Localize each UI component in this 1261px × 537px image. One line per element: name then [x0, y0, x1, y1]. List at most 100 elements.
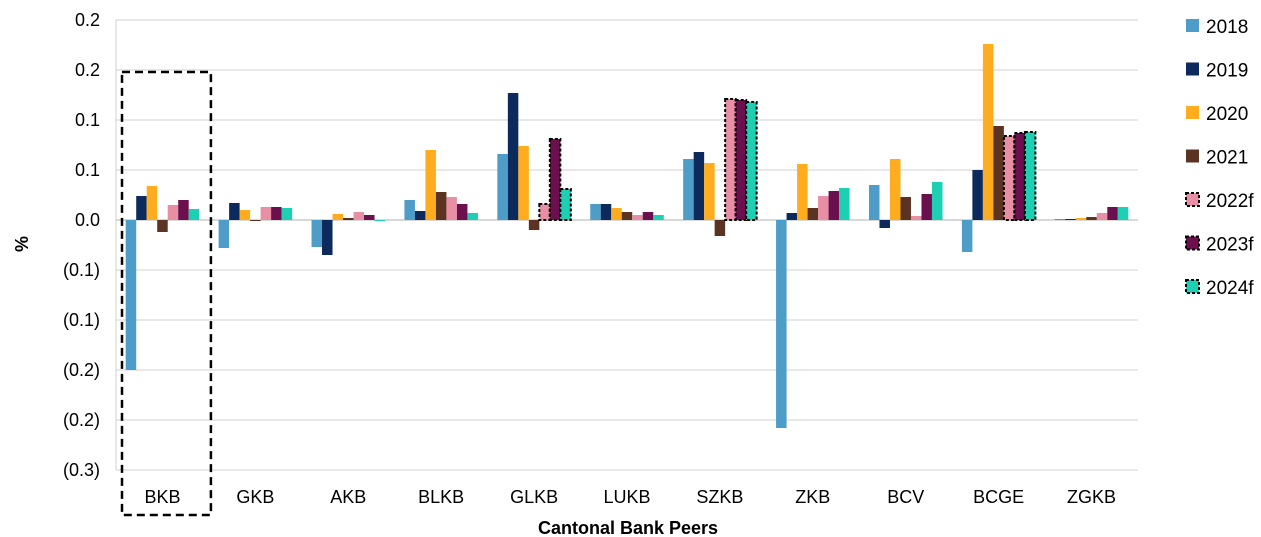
- bar-LUKB-2022f: [632, 215, 643, 220]
- y-tick-label: (0.2): [63, 360, 100, 380]
- legend-swatch-2021: [1186, 149, 1199, 163]
- bar-GLKB-2024f: [559, 188, 572, 221]
- bar-BCV-2022f: [910, 216, 922, 220]
- bar-AKB-2019: [322, 220, 333, 255]
- y-tick-label: 0.2: [75, 10, 100, 30]
- bar-SZKB-2023f: [734, 99, 748, 221]
- bar-SZKB-2024f: [745, 101, 758, 221]
- legend: 2018 2019 2020 2021 2022f 2023f 2024f: [1185, 17, 1254, 299]
- highlight-box: [120, 70, 213, 517]
- legend-swatch-2023f: [1185, 235, 1200, 251]
- y-tick-label: 0.0: [75, 210, 100, 230]
- legend-label-2021: 2021: [1206, 148, 1248, 169]
- legend-label-2018: 2018: [1206, 17, 1248, 38]
- bar-BKB-2022f: [167, 205, 179, 220]
- y-tick-label: (0.2): [63, 410, 100, 430]
- x-tick-label: BCGE: [973, 487, 1024, 507]
- highlight-dashed-box: [120, 70, 213, 517]
- bar-GKB-2020: [239, 210, 251, 220]
- bar-BLKB-2019: [414, 211, 426, 220]
- bar-GLKB-2022f: [538, 203, 551, 221]
- bar-BLKB-2018: [404, 200, 415, 220]
- bar-ZKB-2018: [776, 220, 787, 428]
- bar-LUKB-2021: [621, 212, 633, 220]
- bar-BKB-2020: [146, 186, 158, 220]
- bar-BLKB-2024f: [467, 213, 478, 220]
- bar-BCGE-2023f: [1013, 132, 1026, 221]
- bar-ZGKB-2024f: [1117, 207, 1129, 220]
- bar-ZKB-2021: [807, 208, 819, 220]
- x-axis-tick-labels: BKB GKB AKB BLKB GLKB LUKB SZKB ZKB BCV BCGE ZGKB: [144, 487, 1116, 507]
- bar-AKB-2022f: [353, 212, 365, 220]
- bar-BKB-2024f: [188, 209, 200, 220]
- y-tick-label: (0.1): [63, 260, 100, 280]
- bar-BCGE-2019: [972, 170, 983, 220]
- bar-GKB-2021: [250, 220, 261, 221]
- bar-ZKB-2020: [797, 164, 808, 220]
- bar-SZKB-2018: [683, 159, 694, 220]
- y-axis-title: %: [12, 236, 32, 252]
- bar-ZKB-2019: [786, 213, 798, 220]
- legend-label-2019: 2019: [1206, 61, 1248, 82]
- bar-ZGKB-2023f: [1107, 207, 1118, 220]
- bar-BCV-2019: [879, 220, 890, 228]
- legend-swatch-2022f: [1185, 192, 1200, 207]
- bar-SZKB-2019: [693, 152, 705, 220]
- bar-BCV-2018: [868, 185, 880, 220]
- x-tick-label: BCV: [887, 487, 924, 507]
- bars: [125, 44, 1129, 428]
- bar-AKB-2023f: [364, 215, 375, 220]
- legend-swatch-2018: [1186, 19, 1199, 32]
- y-tick-label: 0.1: [75, 160, 100, 180]
- bar-SZKB-2022f: [724, 98, 737, 221]
- x-tick-label: ZKB: [795, 487, 830, 507]
- x-tick-label: AKB: [330, 487, 366, 507]
- bar-LUKB-2020: [611, 208, 622, 220]
- bar-LUKB-2018: [590, 204, 601, 220]
- x-axis-title: Cantonal Bank Peers: [538, 518, 718, 537]
- y-axis-tick-labels: 0.2 0.2 0.1 0.1 0.0 (0.1) (0.1) (0.2) (0.2) (0.3): [63, 10, 100, 480]
- bar-GKB-2022f: [260, 207, 272, 220]
- legend-swatch-2024f: [1185, 279, 1200, 294]
- legend-label-2023f: 2023f: [1206, 235, 1254, 256]
- legend-label-2024f: 2024f: [1206, 278, 1254, 299]
- bar-ZGKB-2021: [1086, 217, 1097, 220]
- bar-BCGE-2020: [982, 44, 994, 220]
- bar-BCV-2024f: [931, 182, 943, 220]
- bar-GLKB-2019: [507, 93, 519, 220]
- x-tick-label: GKB: [236, 487, 274, 507]
- legend-swatch-2019: [1186, 62, 1199, 76]
- bar-GLKB-2018: [497, 154, 508, 220]
- bar-BLKB-2021: [435, 192, 447, 220]
- bar-LUKB-2019: [600, 204, 612, 220]
- bar-BCV-2021: [900, 197, 911, 220]
- legend-swatch-2020: [1186, 106, 1199, 119]
- bar-GLKB-2021: [528, 220, 540, 230]
- bar-SZKB-2020: [704, 163, 715, 220]
- bar-BCGE-2022f: [1002, 135, 1016, 221]
- y-tick-label: 0.2: [75, 60, 100, 80]
- bar-BKB-2019: [136, 196, 147, 220]
- bar-LUKB-2023f: [642, 212, 654, 220]
- bar-BCGE-2021: [993, 126, 1004, 220]
- bar-BKB-2018: [125, 220, 137, 370]
- bar-GKB-2024f: [281, 208, 293, 220]
- bar-BKB-2023f: [178, 200, 189, 220]
- bar-AKB-2021: [343, 218, 354, 220]
- bar-ZKB-2022f: [818, 196, 829, 220]
- bar-BCV-2023f: [921, 194, 932, 220]
- legend-label-2020: 2020: [1206, 104, 1248, 125]
- x-tick-label: BLKB: [418, 487, 464, 507]
- bar-AKB-2018: [311, 220, 323, 247]
- bar-ZGKB-2018: [1054, 219, 1066, 220]
- x-tick-label: SZKB: [696, 487, 743, 507]
- bar-ZGKB-2020: [1075, 218, 1087, 220]
- bar-GKB-2023f: [271, 207, 282, 220]
- bar-ZGKB-2022f: [1096, 213, 1108, 220]
- x-tick-label: BKB: [144, 487, 180, 507]
- bar-SZKB-2021: [714, 220, 726, 236]
- bar-BLKB-2023f: [456, 204, 468, 220]
- bar-GKB-2018: [218, 220, 230, 248]
- x-tick-label: GLKB: [510, 487, 558, 507]
